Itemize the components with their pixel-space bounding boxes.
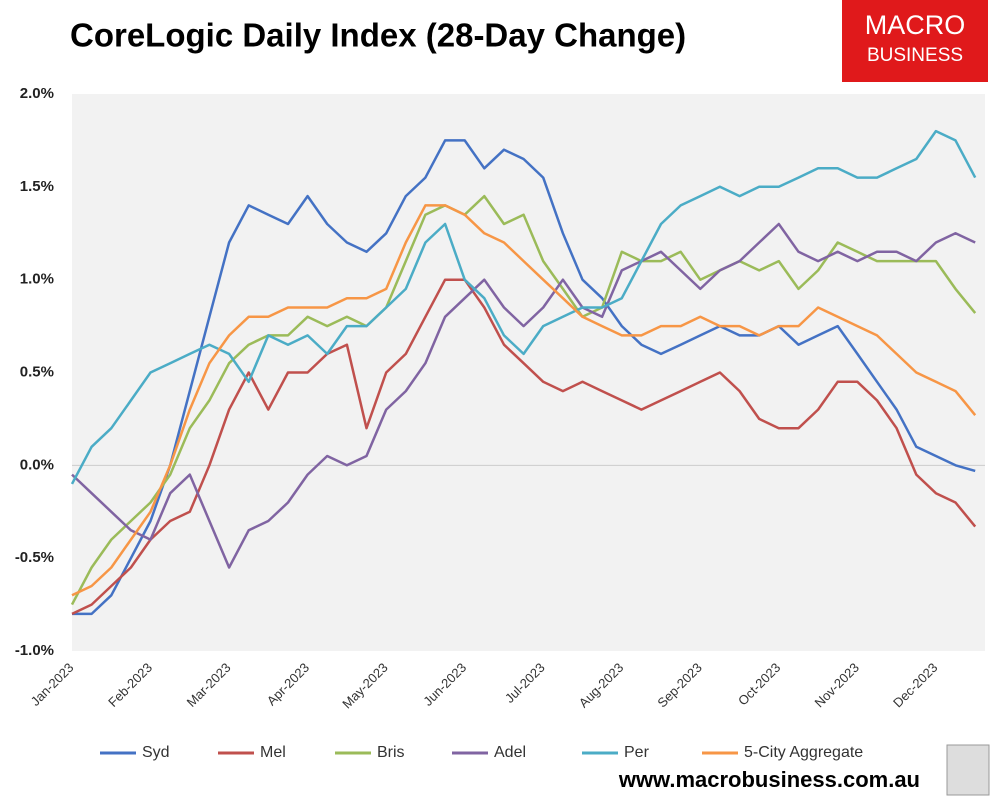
- x-tick-label: Oct-2023: [735, 660, 783, 708]
- plot-area: [72, 94, 985, 651]
- legend-label: 5-City Aggregate: [744, 744, 863, 761]
- legend-label: Bris: [377, 744, 405, 761]
- legend-label: Per: [624, 744, 650, 761]
- x-tick-label: Jun-2023: [420, 660, 469, 709]
- y-tick-label: 1.0%: [20, 271, 54, 288]
- x-tick-label: Dec-2023: [890, 660, 940, 710]
- chart-title: CoreLogic Daily Index (28-Day Change): [70, 17, 686, 54]
- y-tick-label: 0.0%: [20, 456, 54, 473]
- x-tick-label: Jan-2023: [28, 660, 77, 709]
- x-tick-label: May-2023: [339, 660, 390, 711]
- x-tick-label: Mar-2023: [184, 660, 234, 710]
- x-tick-label: Feb-2023: [105, 660, 155, 710]
- x-tick-label: Sep-2023: [654, 660, 704, 710]
- chart: CoreLogic Daily Index (28-Day Change) MA…: [0, 0, 1000, 801]
- x-tick-label: Aug-2023: [576, 660, 626, 710]
- y-tick-label: 0.5%: [20, 363, 54, 380]
- logo-text: MACRO: [865, 10, 966, 40]
- legend-label: Mel: [260, 744, 286, 761]
- x-tick-label: Nov-2023: [811, 660, 861, 710]
- source: www.macrobusiness.com.au: [618, 767, 920, 792]
- y-tick-label: -1.0%: [15, 642, 54, 659]
- x-tick-label: Apr-2023: [264, 660, 312, 708]
- legend-label: Adel: [494, 744, 526, 761]
- page: CoreLogic Daily Index (28-Day Change) MA…: [0, 0, 1000, 801]
- y-tick-label: 2.0%: [20, 85, 54, 102]
- y-tick-label: -0.5%: [15, 549, 54, 566]
- y-tick-label: 1.5%: [20, 178, 54, 195]
- logo-text: BUSINESS: [867, 45, 963, 66]
- wolf-icon: [947, 745, 989, 795]
- legend-label: Syd: [142, 744, 170, 761]
- x-tick-label: Jul-2023: [502, 660, 548, 706]
